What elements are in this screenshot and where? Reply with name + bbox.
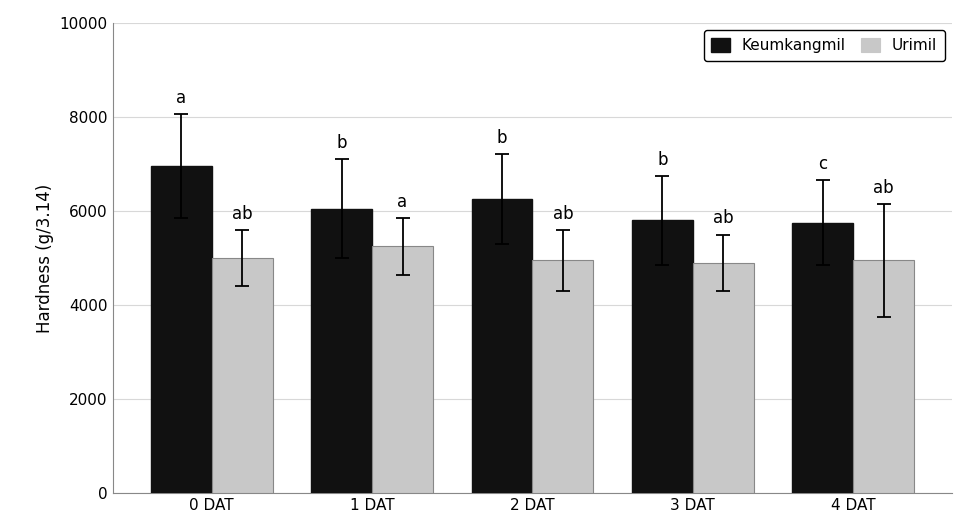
- Bar: [793, 223, 854, 493]
- Text: b: b: [497, 129, 507, 147]
- Text: c: c: [818, 155, 828, 173]
- Y-axis label: Hardness (g/3.14): Hardness (g/3.14): [36, 183, 54, 333]
- Text: a: a: [176, 90, 186, 108]
- Bar: [632, 220, 693, 493]
- Text: ab: ab: [232, 205, 253, 223]
- Text: b: b: [657, 151, 668, 169]
- Legend: Keumkangmil, Urimil: Keumkangmil, Urimil: [703, 30, 945, 60]
- Text: ab: ab: [713, 209, 734, 227]
- Bar: [151, 166, 211, 493]
- Text: b: b: [336, 134, 347, 152]
- Text: a: a: [397, 193, 408, 211]
- Bar: [854, 260, 914, 493]
- Bar: [372, 246, 433, 493]
- Bar: [311, 209, 372, 493]
- Bar: [532, 260, 593, 493]
- Bar: [472, 199, 532, 493]
- Text: ab: ab: [552, 205, 574, 223]
- Bar: [693, 263, 754, 493]
- Text: ab: ab: [873, 179, 894, 197]
- Bar: [211, 258, 272, 493]
